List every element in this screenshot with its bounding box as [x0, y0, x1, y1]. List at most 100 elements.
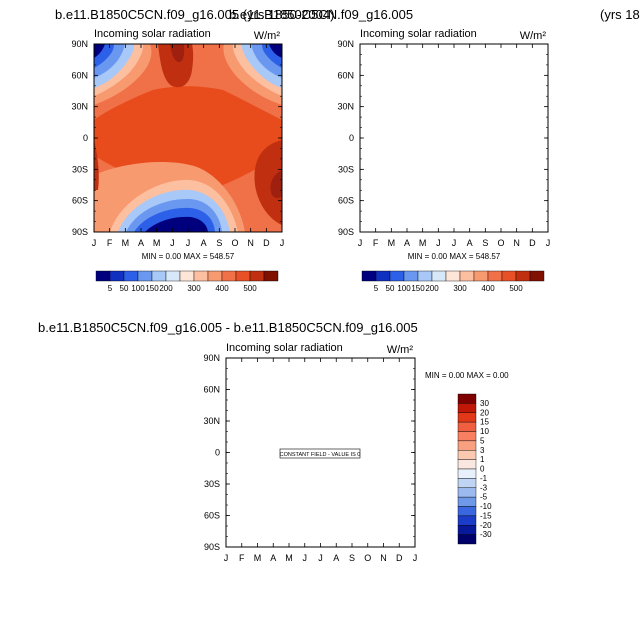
polar-night-sh-4: [145, 216, 208, 232]
colorbar-label: -1: [480, 474, 488, 483]
x-tick-label: F: [373, 238, 379, 248]
colorbar-swatch: [457, 440, 477, 451]
panel-b-field: [360, 44, 548, 232]
x-tick-label: D: [263, 238, 270, 248]
panel-a-minmax: MIN = 0.00 MAX = 548.57: [142, 252, 235, 261]
x-tick-label: O: [364, 553, 371, 563]
x-tick-label: M: [153, 238, 161, 248]
colorbar-label: 300: [187, 284, 201, 293]
x-tick-label: J: [303, 553, 308, 563]
y-tick-label: 90N: [71, 39, 88, 49]
colorbar-swatch: [457, 515, 477, 526]
colorbar-label: 100: [397, 284, 411, 293]
x-tick-label: M: [122, 238, 130, 248]
panel-b-subtitle: Incoming solar radiation: [360, 28, 477, 40]
colorbar-label: -30: [480, 530, 492, 539]
x-tick-label: J: [92, 238, 97, 248]
y-tick-label: 0: [83, 133, 88, 143]
y-tick-label: 30N: [337, 102, 354, 112]
constant-field-label: CONSTANT FIELD - VALUE IS 0: [280, 452, 361, 458]
summer-max-nh: [158, 44, 194, 88]
polar-night-nh-left-3: [360, 44, 380, 68]
plot-a-title: b.e11.B1850C5CN.f09_g16.005 (yrs 1850-20…: [55, 7, 334, 22]
colorbar-swatch: [457, 487, 477, 498]
polar-night-nh-left-4: [94, 44, 105, 58]
colorbar-swatch: [403, 270, 419, 282]
panel-c-units: W/m²: [387, 344, 414, 356]
colorbar-label: 150: [411, 284, 425, 293]
y-tick-label: 60N: [71, 70, 88, 80]
contour-panel-b: Incoming solar radiation W/m²: [337, 28, 550, 293]
polar-night-nh-right: [508, 44, 548, 88]
x-tick-label: M: [254, 553, 262, 563]
colorbar-swatch: [457, 459, 477, 470]
contour-30n-nh: [360, 44, 548, 120]
y-tick-label: 30N: [71, 102, 88, 112]
polar-night-sh-2: [392, 199, 488, 232]
panel-c-title: b.e11.B1850C5CN.f09_g16.005 - b.e11.B185…: [38, 320, 418, 335]
x-tick-label: J: [318, 553, 323, 563]
colorbar-label: 100: [131, 284, 145, 293]
colorbar-swatch: [361, 270, 377, 282]
colorbar-swatch: [137, 270, 153, 282]
x-tick-label: J: [436, 238, 441, 248]
colorbar-label: 50: [120, 284, 129, 293]
colorbar-swatch: [445, 270, 461, 282]
colorbar-swatch: [235, 270, 251, 282]
y-tick-label: 60S: [72, 196, 88, 206]
x-tick-label: M: [285, 553, 293, 563]
x-tick-label: N: [513, 238, 520, 248]
y-tick-label: 60S: [204, 511, 220, 521]
contour-30n-sh: [360, 155, 548, 232]
x-tick-label: J: [358, 238, 363, 248]
x-tick-label: F: [107, 238, 113, 248]
x-tick-label: J: [224, 553, 229, 563]
colorbar-swatch: [501, 270, 517, 282]
y-tick-label: 0: [215, 448, 220, 458]
polar-night-sh-4: [411, 217, 474, 232]
x-tick-label: A: [270, 553, 276, 563]
colorbar-swatch: [457, 393, 477, 404]
colorbar-swatch: [389, 270, 405, 282]
x-tick-label: F: [239, 553, 245, 563]
colorbar-label: 15: [480, 418, 489, 427]
y-tick-label: 60N: [203, 385, 220, 395]
polar-night-nh-right-3: [528, 44, 548, 68]
colorbar-label: 10: [480, 427, 489, 436]
polar-night-nh-left: [360, 44, 400, 88]
colorbar-swatch: [165, 270, 181, 282]
colorbar-swatch: [457, 496, 477, 507]
contour-nh-blue-left: [360, 44, 409, 96]
y-tick-label: 30S: [72, 164, 88, 174]
colorbar-label: 200: [425, 284, 439, 293]
colorbar-swatch: [457, 412, 477, 423]
contour-panel-a: Incoming solar radiation W/m²: [71, 28, 284, 293]
colorbar-swatch: [457, 403, 477, 413]
colorbar-swatch: [515, 270, 531, 282]
summer-max-nh: [424, 44, 459, 87]
colorbar-label: 400: [215, 284, 229, 293]
x-tick-label: N: [380, 553, 387, 563]
y-tick-label: 90N: [203, 353, 220, 363]
panel-b-frame: [359, 43, 549, 233]
x-tick-label: D: [529, 238, 536, 248]
colorbar-label: 50: [386, 284, 395, 293]
colorbar-label: 1: [480, 455, 485, 464]
colorbar-swatch: [457, 450, 477, 460]
x-tick-label: J: [186, 238, 191, 248]
colorbar-swatch: [417, 270, 433, 282]
colorbar-swatch: [151, 270, 167, 282]
x-tick-label: M: [388, 238, 396, 248]
constant-field-box: [279, 448, 361, 459]
plot-b-title-suffix: (yrs 1850-2004): [600, 7, 640, 22]
colorbar-label: -3: [480, 483, 488, 492]
polar-night-nh-right-2: [518, 44, 548, 78]
contour-nh-blue-right: [499, 44, 548, 96]
polar-night-sh-3: [400, 208, 481, 232]
polar-night-nh-right-4: [535, 44, 548, 58]
polar-night-nh-left-4: [360, 44, 371, 58]
summer-max-sh-right-2: [270, 170, 282, 199]
colorbar-label: 500: [243, 284, 257, 293]
x-tick-label: A: [201, 238, 207, 248]
x-tick-label: N: [247, 238, 254, 248]
